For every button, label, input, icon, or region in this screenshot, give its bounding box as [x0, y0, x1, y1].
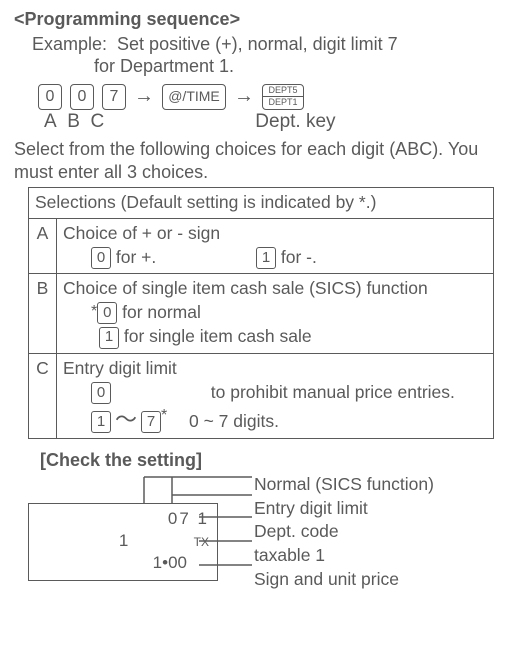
row-c-title: Entry digit limit	[63, 358, 487, 380]
callout-label-4: taxable 1	[254, 544, 434, 568]
inkey-1: 1	[91, 411, 111, 433]
abc-labels: A B C	[44, 110, 130, 134]
row-b-opt0: *0 for normal	[63, 302, 487, 324]
example-line-1: Example: Set positive (+), normal, digit…	[14, 33, 498, 56]
inkey-1: 1	[99, 327, 119, 349]
row-c-opt1: 1〜7* 0 ~ 7 digits.	[63, 406, 487, 434]
callout-label-1: Normal (SICS function)	[254, 473, 434, 497]
arrow-icon: →	[234, 84, 254, 109]
inkey-0: 0	[91, 382, 111, 404]
check-diagram: 07 1 1 TX 1•00 Normal (SICS function) En…	[14, 473, 498, 613]
callout-label-2: Entry digit limit	[254, 497, 434, 521]
table-caption: Selections (Default setting is indicated…	[29, 188, 494, 219]
key-0b: 0	[70, 84, 94, 110]
inkey-0: 0	[97, 302, 117, 324]
section-header: <Programming sequence>	[14, 8, 498, 31]
callout-labels: Normal (SICS function) Entry digit limit…	[254, 473, 434, 591]
receipt-line-1: 07 1	[37, 508, 209, 530]
key-0a: 0	[38, 84, 62, 110]
row-c-label: C	[29, 353, 57, 438]
inkey-1: 1	[256, 247, 276, 269]
key-at-time: @/TIME	[162, 84, 226, 110]
dept-key-bottom: DEPT1	[263, 97, 303, 109]
key-sequence: 0 0 7 → @/TIME → DEPT5 DEPT1	[14, 84, 498, 111]
arrow-icon: →	[134, 84, 154, 109]
selections-table: Selections (Default setting is indicated…	[28, 187, 494, 439]
receipt-sample: 07 1 1 TX 1•00	[28, 503, 218, 581]
inkey-0: 0	[91, 247, 111, 269]
row-b-label: B	[29, 274, 57, 354]
dept-key: DEPT5 DEPT1	[262, 84, 304, 111]
row-a-content: Choice of + or - sign 0 for +. 1 for -.	[57, 218, 494, 273]
callout-label-3: Dept. code	[254, 520, 434, 544]
instruction-paragraph: Select from the following choices for ea…	[14, 138, 498, 183]
row-a-options: 0 for +. 1 for -.	[63, 247, 487, 269]
key-7: 7	[102, 84, 126, 110]
row-c-content: Entry digit limit 0 to prohibit manual p…	[57, 353, 494, 438]
row-c-opt0: 0 to prohibit manual price entries.	[63, 382, 487, 404]
row-b-content: Choice of single item cash sale (SICS) f…	[57, 274, 494, 354]
receipt-line-2: 1 TX	[37, 530, 209, 552]
receipt-line-3: 1•00	[37, 552, 209, 574]
row-b-opt1: 1 for single item cash sale	[63, 326, 487, 348]
abc-labels-row: A B C Dept. key	[14, 110, 498, 134]
example-line-2: for Department 1.	[14, 55, 498, 78]
dept-key-top: DEPT5	[263, 85, 303, 98]
row-a-title: Choice of + or - sign	[63, 223, 487, 245]
callout-label-5: Sign and unit price	[254, 568, 434, 592]
dept-key-label: Dept. key	[255, 110, 335, 134]
row-b-title: Choice of single item cash sale (SICS) f…	[63, 278, 487, 300]
inkey-7: 7	[141, 411, 161, 433]
row-a-label: A	[29, 218, 57, 273]
check-setting-header: [Check the setting]	[40, 449, 498, 472]
